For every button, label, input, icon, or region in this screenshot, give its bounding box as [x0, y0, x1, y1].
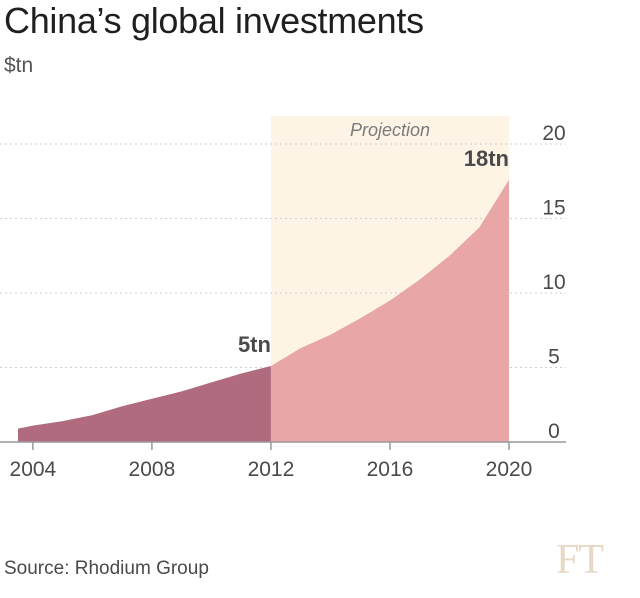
- unit-label: $tn: [4, 54, 34, 77]
- x-tick-label: 2004: [10, 458, 57, 481]
- y-tick-label: 0: [548, 420, 560, 443]
- annotations: 5tn 18tn: [238, 146, 509, 357]
- y-tick-label: 10: [542, 271, 565, 294]
- x-tick-label: 2008: [129, 458, 176, 481]
- chart-title: China’s global investments: [4, 0, 424, 41]
- source-note: Source: Rhodium Group: [4, 558, 209, 579]
- projection-label: Projection: [350, 120, 430, 140]
- ft-logo: FT: [556, 537, 604, 583]
- x-tick-label: 2016: [367, 458, 414, 481]
- projection-area: [270, 179, 509, 442]
- y-tick-label: 15: [542, 197, 565, 220]
- historical-area: [18, 366, 271, 442]
- x-tick-label: 2020: [486, 458, 533, 481]
- x-tick-label: 2012: [248, 458, 295, 481]
- annotation-label: 18tn: [464, 146, 509, 171]
- y-tick-label: 5: [548, 346, 560, 369]
- x-axis-ticks: 2004 2008 2012 2016 2020: [10, 442, 533, 481]
- y-tick-label: 20: [542, 122, 565, 145]
- annotation-label: 5tn: [238, 332, 271, 357]
- y-axis-ticks: 0 5 10 15 20: [542, 122, 565, 443]
